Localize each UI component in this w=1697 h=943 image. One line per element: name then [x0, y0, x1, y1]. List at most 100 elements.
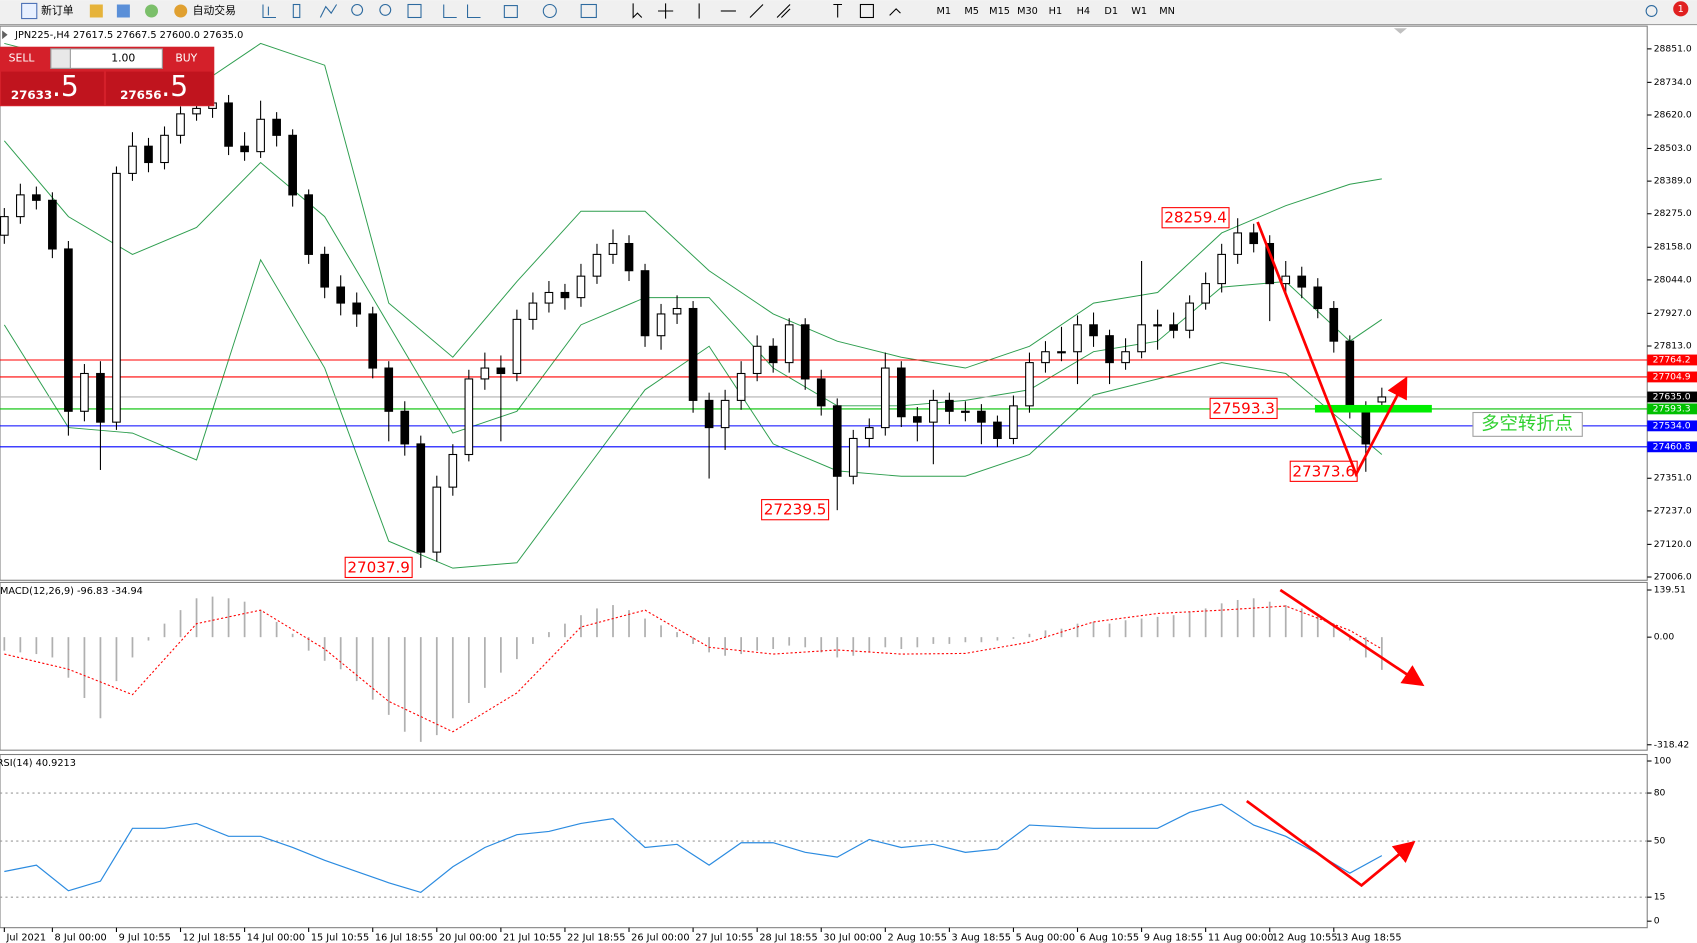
candle-body [1329, 307, 1339, 342]
y-tick-label: 28158.0 [1654, 242, 1692, 253]
price-annotation: 28259.4 [1164, 209, 1227, 227]
sell-price-box[interactable] [1, 71, 104, 106]
tool-icon[interactable] [89, 4, 103, 18]
toolbar: 新订单 自动交易 M1 M5 M15 M30 H1 H [0, 0, 1697, 26]
candle-body [1313, 286, 1323, 310]
text-tool[interactable] [833, 3, 843, 18]
candle-body [112, 172, 121, 423]
x-tick-label: 26 Jul 00:00 [631, 932, 689, 943]
candle-body [368, 313, 378, 369]
y-tick-label: 27237.0 [1654, 505, 1692, 516]
candle-body [624, 242, 634, 272]
candle-body [736, 372, 746, 401]
x-tick-label: 12 Jul 18:55 [183, 932, 241, 943]
candle-body [640, 270, 650, 337]
buy-button[interactable]: BUY [175, 52, 197, 65]
y-tick-label: 28275.0 [1654, 208, 1692, 219]
timeframe-button[interactable]: MN [1159, 6, 1175, 17]
y-tick-label: -318.42 [1654, 739, 1689, 750]
notification-badge[interactable] [1673, 1, 1689, 17]
candle-body [896, 367, 906, 418]
annotation-box [761, 499, 830, 521]
y-tick-label: 139.51 [1654, 585, 1686, 596]
sell-button[interactable]: SELL [9, 52, 35, 65]
candle-body [240, 145, 249, 153]
main-chart: 28851.0 28734.0 28620.0 28503.0 28389.0 28275… [0, 42, 1697, 583]
candle-body [544, 291, 554, 304]
candle-body [352, 302, 362, 315]
tool-icon[interactable] [542, 3, 557, 19]
x-tick-label: 16 Jul 18:55 [375, 932, 433, 943]
price-level-tag [1647, 420, 1697, 432]
y-tick-label: 27351.0 [1654, 473, 1692, 484]
timeframe-button[interactable]: D1 [1104, 6, 1118, 17]
candle-body [1073, 324, 1082, 353]
lots-value[interactable]: 1.00 [111, 52, 135, 65]
label-tool[interactable] [859, 3, 874, 19]
candle-body [1185, 302, 1194, 331]
timeframe-button[interactable]: M15 [989, 6, 1010, 17]
candle-body [608, 242, 618, 255]
candle-body [864, 427, 874, 440]
lots-down[interactable] [50, 48, 71, 69]
candle-body [720, 399, 730, 429]
candle-body [160, 134, 169, 164]
trendline-tool[interactable] [749, 4, 764, 18]
timeframe-button[interactable]: M30 [1017, 6, 1038, 17]
timeframe-button[interactable]: H4 [1077, 6, 1091, 17]
timeframe-button[interactable]: W1 [1131, 6, 1147, 17]
tool-icon[interactable] [407, 3, 422, 19]
tool-icon[interactable] [116, 4, 130, 18]
x-tick-label: 8 Jul 00:00 [55, 932, 107, 943]
candle-body [800, 324, 810, 380]
timeframe-button[interactable]: M5 [964, 6, 979, 17]
annotation-box [1161, 207, 1230, 229]
candle-body [1089, 324, 1098, 337]
tool-icon[interactable] [262, 4, 276, 19]
y-tick-label: 28620.0 [1654, 109, 1692, 120]
timeframe-button[interactable]: M1 [936, 6, 951, 17]
tool-icon[interactable] [292, 3, 301, 19]
buy-price-box[interactable] [106, 71, 214, 106]
callout-text: 多空转折点 [1481, 413, 1573, 434]
rsi-arrow [1245, 799, 1416, 888]
candle-body [784, 324, 794, 364]
timeframe-button[interactable]: H1 [1049, 6, 1063, 17]
annotation-box [344, 556, 413, 579]
arrow-tool[interactable] [889, 8, 901, 16]
candle-body [80, 372, 89, 412]
new-order-icon[interactable] [21, 2, 38, 20]
y-tick-label: 27006.0 [1654, 572, 1692, 583]
new-order-button[interactable]: 新订单 [41, 3, 74, 17]
tool-icon[interactable] [580, 3, 597, 19]
candle-body [1153, 324, 1162, 327]
crosshair-tool[interactable] [658, 3, 674, 19]
price-level-tag [1647, 403, 1697, 415]
cursor-tool[interactable] [632, 3, 643, 19]
tool-icon[interactable] [443, 4, 457, 19]
timeframes: M1 M5 M15 M30 H1 H4 D1 W1 MN [936, 6, 1175, 17]
auto-trade-icon[interactable] [174, 4, 188, 18]
auto-trade-button[interactable]: 自动交易 [193, 3, 236, 17]
y-tick-label: 50 [1654, 836, 1666, 847]
candle-body [496, 367, 506, 375]
search-icon[interactable] [1645, 5, 1658, 17]
tool-icon[interactable] [145, 4, 159, 18]
zoom-out[interactable] [379, 3, 392, 16]
macd-title: MACD(12,26,9) -96.83 -34.94 [0, 586, 143, 597]
x-tick-label: 22 Jul 18:55 [567, 932, 625, 943]
x-tick-label: Jul 2021 [5, 932, 46, 943]
shift-marker [1393, 28, 1407, 34]
tool-icon[interactable] [466, 4, 481, 19]
candle-body [320, 253, 330, 288]
candle-body [464, 378, 474, 456]
tool-icon[interactable] [319, 4, 338, 18]
candle-body [144, 145, 153, 164]
y-tick-label: 27813.0 [1654, 341, 1692, 352]
rsi-title: RSI(14) 40.9213 [0, 758, 76, 769]
zoom-in[interactable] [351, 3, 364, 16]
candle-body [1025, 362, 1034, 407]
channel-tool[interactable] [776, 4, 791, 18]
pivot-bar [1314, 404, 1432, 413]
tool-icon[interactable] [503, 5, 518, 19]
